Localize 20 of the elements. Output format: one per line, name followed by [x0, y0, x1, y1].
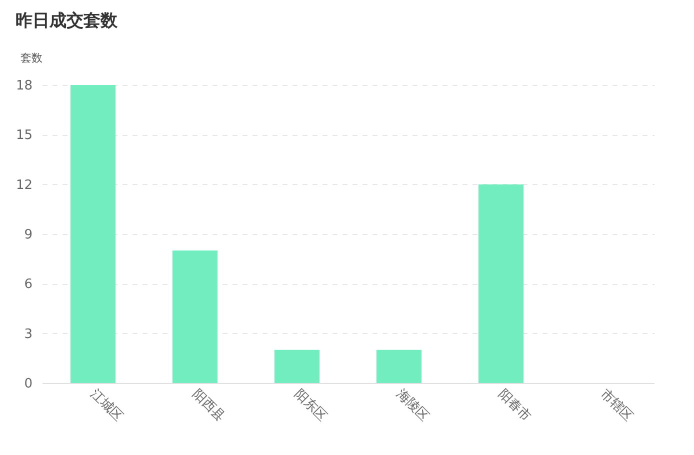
y-tick-label: 18 [16, 78, 32, 94]
x-tick-label: 阳西县 [189, 386, 228, 425]
x-tick-label: 阳春市 [495, 386, 534, 425]
x-tick-label: 海陵区 [393, 386, 432, 425]
x-tick-label: 阳东区 [291, 386, 330, 425]
y-tick-label: 9 [24, 228, 32, 242]
y-tick-label: 0 [24, 376, 32, 392]
x-tick-label: 江城区 [87, 386, 126, 425]
bar [478, 184, 524, 383]
bar [172, 250, 218, 383]
y-tick-label: 15 [16, 128, 32, 144]
y-axis-title: 套数 [20, 52, 42, 64]
bar [70, 85, 116, 383]
chart-title: 昨日成交套数 [15, 11, 118, 31]
bar [376, 350, 422, 383]
x-tick-label: 市辖区 [597, 386, 636, 425]
y-tick-label: 6 [24, 277, 32, 292]
y-tick-label: 3 [24, 326, 32, 342]
y-tick-label: 12 [16, 178, 32, 193]
bar [274, 350, 320, 383]
